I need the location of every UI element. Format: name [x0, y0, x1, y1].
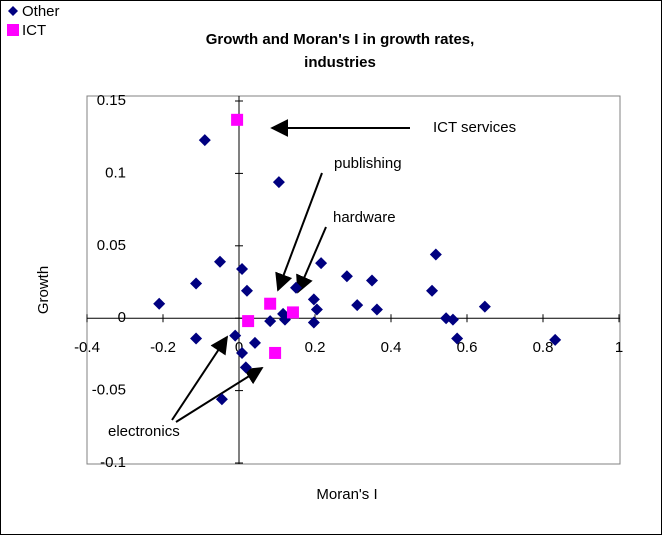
arrow [171, 335, 228, 421]
marker [242, 315, 255, 328]
marker [229, 329, 242, 342]
y-axis-label: Growth [35, 266, 52, 314]
marker [272, 176, 285, 189]
y-tick-label: 0.05 [97, 237, 126, 254]
annotation: electronics [108, 423, 180, 440]
x-tick-label: 0.8 [533, 339, 554, 356]
marker [214, 255, 226, 268]
marker [198, 134, 211, 147]
y-tick-label: -0.05 [92, 382, 126, 399]
x-tick-label: -0.2 [150, 339, 176, 356]
marker [446, 313, 459, 326]
marker [340, 270, 353, 283]
legend-marker [7, 24, 19, 36]
marker [429, 248, 442, 261]
legend-label: ICT [22, 22, 46, 39]
legend-label: Other [22, 3, 60, 20]
marker [286, 306, 299, 319]
annotations: ICT services publishing hardware electro… [108, 119, 516, 440]
marker [307, 316, 320, 329]
legend-marker [8, 6, 18, 16]
x-tick-label: 0.2 [305, 339, 326, 356]
marker [370, 303, 383, 316]
y-tick-label: 0 [118, 309, 126, 326]
annotation: publishing [334, 155, 402, 172]
marker [478, 300, 491, 313]
arrow [275, 172, 323, 292]
marker [351, 299, 364, 312]
marker [231, 113, 244, 126]
marker [290, 281, 302, 294]
marker [236, 346, 249, 359]
marker [215, 393, 228, 406]
marker [190, 277, 203, 290]
marker [307, 293, 320, 306]
arrow [175, 367, 264, 423]
x-tick-label: 0.4 [381, 339, 402, 356]
marker [269, 346, 282, 359]
marker [315, 257, 328, 270]
marker [239, 361, 252, 374]
marker [248, 336, 261, 349]
annotation: ICT services [433, 119, 516, 136]
chart-title: Growth and Moran's I in growth rates, [206, 31, 475, 48]
x-axis-label: Moran's I [316, 486, 377, 503]
y-tick-label: 0.1 [105, 164, 126, 181]
marker [264, 315, 277, 328]
marker [451, 332, 464, 345]
y-tick-label: -0.1 [100, 454, 126, 471]
x-tick-label: 0 [235, 339, 243, 356]
marker [236, 262, 249, 275]
x-tick-label: 1 [615, 339, 623, 356]
marker [549, 333, 562, 346]
x-tick-label: -0.4 [74, 339, 100, 356]
marker [310, 303, 323, 316]
y-tick-label: 0.15 [97, 92, 126, 109]
marker [153, 297, 166, 310]
arrow [296, 226, 327, 294]
marker [366, 274, 378, 287]
plot-area [86, 95, 621, 465]
marker [264, 297, 277, 310]
annotation: hardware [333, 209, 396, 226]
marker [240, 284, 253, 297]
marker [426, 284, 439, 297]
x-tick-label: 0.6 [457, 339, 478, 356]
marker [190, 332, 203, 345]
chart-title: industries [304, 54, 376, 71]
y-label-clip: Growth [35, 266, 52, 314]
